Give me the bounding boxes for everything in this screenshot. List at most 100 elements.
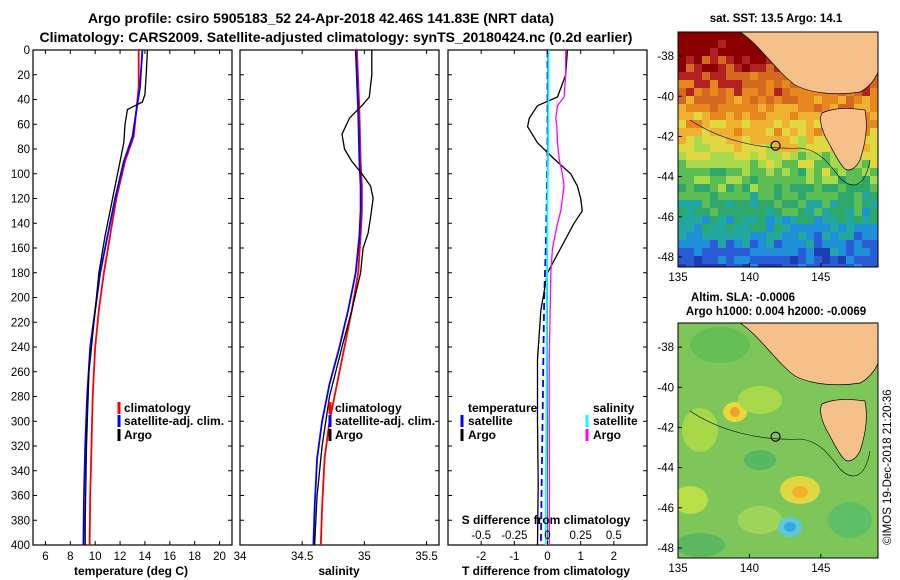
sst-cell xyxy=(774,128,782,136)
sst-cell xyxy=(710,248,718,256)
sst-cell xyxy=(806,120,814,128)
sst-cell xyxy=(734,88,742,96)
sst-cell xyxy=(838,184,846,192)
sst-cell xyxy=(774,104,782,112)
sst-cell xyxy=(702,184,710,192)
sst-cell xyxy=(710,168,718,176)
sst-cell xyxy=(766,160,774,168)
sst-cell xyxy=(694,216,702,224)
sst-cell xyxy=(702,80,710,88)
sst-cell xyxy=(798,112,806,120)
sla-map-frame xyxy=(677,322,879,559)
sst-cell xyxy=(758,88,766,96)
sst-cell xyxy=(790,200,798,208)
sst-argo-location xyxy=(770,140,781,151)
sst-cell xyxy=(846,168,854,176)
sst-cell xyxy=(854,232,862,240)
sst-cell xyxy=(710,104,718,112)
sst-cell xyxy=(718,48,726,56)
sst-cell xyxy=(734,256,742,264)
y-tick-label: 380 xyxy=(11,515,30,527)
sst-cell xyxy=(726,208,734,216)
sst-cell xyxy=(782,208,790,216)
sst-cell xyxy=(750,136,758,144)
sst-cell xyxy=(758,224,766,232)
sst-cell xyxy=(686,56,694,64)
sst-cell xyxy=(814,208,822,216)
sst-cell xyxy=(702,176,710,184)
sst-cell xyxy=(870,192,878,200)
sst-cell xyxy=(838,264,846,267)
sst-cell xyxy=(678,104,686,112)
sst-cell xyxy=(798,192,806,200)
sst-cell xyxy=(862,224,870,232)
salinity-xlabel: salinity xyxy=(318,564,360,578)
sst-cell xyxy=(694,160,702,168)
sst-cell xyxy=(726,176,734,184)
sst-cell xyxy=(766,128,774,136)
sst-cell xyxy=(798,136,806,144)
sst-cell xyxy=(718,32,726,40)
sst-cell xyxy=(734,264,742,267)
y-tick-label: 0 xyxy=(24,45,30,57)
sst-cell xyxy=(742,248,750,256)
sst-cell xyxy=(806,192,814,200)
sst-cell xyxy=(862,184,870,192)
sst-cell xyxy=(726,248,734,256)
series-line-satellite-adj-clim- xyxy=(312,50,362,545)
y-tick-label: 260 xyxy=(11,367,30,379)
sst-cell xyxy=(678,216,686,224)
sst-cell xyxy=(702,72,710,80)
sst-cell xyxy=(766,96,774,104)
sst-cell xyxy=(822,264,830,267)
sst-cell xyxy=(710,256,718,264)
y-tick-label: 320 xyxy=(11,441,30,453)
sst-cell xyxy=(678,120,686,128)
sst-cell xyxy=(742,216,750,224)
sla-map-ticks: 135 140 145 -38 -40 -42 -44 -46 -48 xyxy=(657,342,830,575)
sst-cell xyxy=(742,80,750,88)
difference-temperature-legend: temperature satellite Argo xyxy=(460,401,538,442)
sst-cell xyxy=(750,224,758,232)
sst-cell xyxy=(734,112,742,120)
sst-cell xyxy=(774,168,782,176)
salinity-axes xyxy=(239,49,440,546)
sst-cell xyxy=(774,256,782,264)
sst-cell xyxy=(782,256,790,264)
sst-cell xyxy=(686,224,694,232)
sst-cell xyxy=(814,184,822,192)
sst-cell xyxy=(862,264,870,267)
sst-cell xyxy=(774,96,782,104)
sst-cell xyxy=(766,192,774,200)
sst-cell xyxy=(718,40,726,48)
sst-cell xyxy=(798,152,806,160)
sst-cell xyxy=(774,240,782,248)
sst-cell xyxy=(678,256,686,264)
sst-cell xyxy=(798,264,806,267)
sst-cell xyxy=(822,176,830,184)
sst-cell xyxy=(814,224,822,232)
sst-cell xyxy=(718,112,726,120)
sst-cell xyxy=(798,160,806,168)
sst-cell xyxy=(750,240,758,248)
sst-cell xyxy=(822,256,830,264)
sst-cell xyxy=(718,184,726,192)
sst-cell xyxy=(750,248,758,256)
sst-cell xyxy=(830,264,838,267)
sst-cell xyxy=(718,240,726,248)
sst-cell xyxy=(822,136,830,144)
sst-cell xyxy=(758,96,766,104)
sst-cell xyxy=(742,240,750,248)
temperature-legend: climatology satellite-adj. clim. Argo xyxy=(117,401,224,442)
sst-cell xyxy=(862,136,870,144)
sst-cell xyxy=(806,264,814,267)
map-x-tick-label: 145 xyxy=(811,272,830,284)
sst-cell xyxy=(862,216,870,224)
sst-cell xyxy=(750,256,758,264)
sst-cell xyxy=(774,192,782,200)
sst-cell xyxy=(686,168,694,176)
sst-cell xyxy=(686,72,694,80)
sst-cell xyxy=(862,232,870,240)
sst-cell xyxy=(726,216,734,224)
sst-cell xyxy=(798,208,806,216)
